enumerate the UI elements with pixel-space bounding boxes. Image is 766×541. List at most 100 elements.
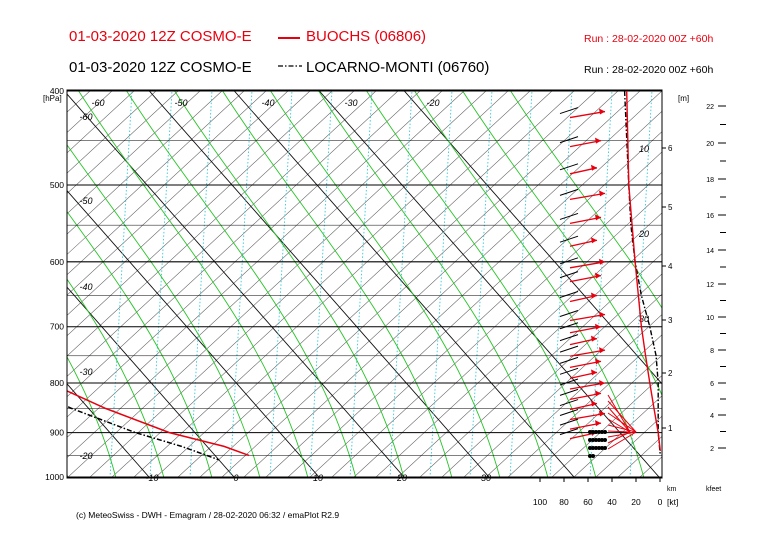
moist-adiabat: [125, 90, 357, 478]
dry-adiabat: [67, 90, 158, 174]
kfeet-unit-label: kfeet: [706, 486, 721, 493]
wind-calm-dot: [603, 430, 607, 434]
wind-tick-label: 20: [631, 497, 641, 507]
moist-adiabat: [221, 90, 453, 478]
wind-calm-dot: [591, 430, 595, 434]
wind-calm-dot: [591, 438, 595, 442]
temp-label-top: -30: [344, 98, 357, 108]
dry-adiabat: [264, 110, 662, 478]
buochs-temperature-line: [67, 390, 250, 457]
kfeet-tick-label: 12: [706, 282, 714, 289]
wind-barb: [559, 291, 579, 299]
wind-barb: [559, 212, 579, 220]
dry-adiabat: [67, 90, 180, 194]
dry-adiabat: [67, 90, 92, 113]
kfeet-tick-label: 6: [710, 381, 714, 388]
wind-calm-dot: [591, 446, 595, 450]
wind-arrowhead: [595, 323, 601, 330]
legend-black-dashdot: [278, 65, 302, 67]
wind-tick-label: 40: [607, 497, 617, 507]
station2-title: 01-03-2020 12Z COSMO-E: [69, 59, 252, 76]
isotherm: [67, 189, 321, 478]
isotherm: [67, 93, 406, 478]
mixing-ratio-line: [189, 90, 213, 478]
wind-arrowhead: [591, 164, 597, 171]
pressure-tick-label: 700: [50, 322, 64, 332]
isotherm: [233, 90, 576, 478]
dry-adiabat: [67, 90, 400, 398]
buochs-wind-profile: [626, 90, 661, 451]
wind-fan: [607, 430, 631, 433]
station1-run: Run : 28-02-2020 00Z +60h: [584, 33, 714, 45]
dry-adiabat: [594, 415, 662, 478]
dry-adiabat: [550, 375, 662, 478]
dry-adiabat: [67, 90, 246, 255]
dry-adiabat: [67, 90, 312, 316]
kfeet-tick-label: 10: [706, 315, 714, 322]
temp-label-top: -40: [261, 98, 274, 108]
wind-calm-dot: [588, 454, 592, 458]
moist-adiabat: [461, 90, 662, 397]
wind-barb: [559, 107, 579, 115]
wind-calm-dot: [597, 438, 601, 442]
wind-calm-dot: [591, 454, 595, 458]
wind-fan: [607, 424, 637, 433]
wind-arrow: [569, 313, 606, 322]
wind-fan: [607, 431, 637, 438]
height-axis-label: [m]: [678, 94, 689, 103]
wind-calm-dot: [600, 446, 604, 450]
moist-adiabat: [509, 90, 662, 309]
wind-tick-label: 100: [533, 497, 547, 507]
wind-calm-dot: [597, 446, 601, 450]
wind-arrow: [569, 110, 606, 119]
dry-adiabat: [67, 90, 268, 276]
plot-area: [0, 90, 662, 478]
dry-adiabat: [67, 90, 356, 357]
wind-calm-dot: [588, 438, 592, 442]
wind-barb: [559, 408, 579, 416]
wind-tick-label: 80: [559, 497, 569, 507]
isotherm: [67, 383, 151, 478]
temp-label-left: -50: [79, 196, 92, 206]
pressure-tick-label: 400: [50, 86, 64, 96]
moist-adiabat: [317, 90, 549, 478]
wind-arrow: [569, 192, 606, 200]
station1-name: BUOCHS (06806): [306, 28, 427, 45]
pressure-tick-label: 1000: [45, 472, 64, 482]
station2-run: Run : 28-02-2020 00Z +60h: [584, 64, 714, 76]
kfeet-tick-label: 8: [710, 348, 714, 355]
dry-adiabat: [528, 354, 662, 478]
dry-adiabat: [0, 90, 3, 478]
wind-barb: [559, 356, 579, 364]
wind-barb: [559, 345, 579, 353]
dry-adiabat: [418, 253, 662, 478]
wind-barb: [559, 367, 579, 375]
wind-fan: [607, 431, 631, 444]
wind-arrowhead: [591, 292, 597, 299]
km-tick-label: 3: [668, 316, 673, 325]
wind-arrowhead: [599, 258, 605, 265]
temp-label-bottom: 10: [313, 473, 323, 483]
kfeet-tick-label: 14: [706, 248, 714, 255]
isotherm: [148, 90, 491, 478]
km-unit-label: km: [667, 486, 677, 493]
wind-barb: [559, 334, 579, 342]
wind-arrowhead: [595, 272, 601, 279]
wind-fan: [607, 412, 637, 433]
wind-fan: [607, 406, 631, 433]
km-tick-label: 5: [668, 203, 673, 212]
temp-label-bottom: 0: [233, 473, 238, 483]
dry-adiabat: [440, 273, 662, 478]
dry-adiabat: [154, 90, 576, 478]
dry-adiabat: [67, 90, 334, 337]
temp-label-inner: 20: [638, 229, 649, 239]
mixing-ratio-line: [149, 90, 173, 478]
moist-adiabat: [173, 90, 405, 478]
wind-barb: [559, 418, 579, 426]
wind-arrowhead: [599, 347, 605, 354]
temp-label-left: -60: [79, 112, 92, 122]
dry-adiabat: [67, 90, 466, 459]
station1-title: 01-03-2020 12Z COSMO-E: [69, 28, 252, 45]
mixing-ratio-line: [549, 90, 573, 478]
